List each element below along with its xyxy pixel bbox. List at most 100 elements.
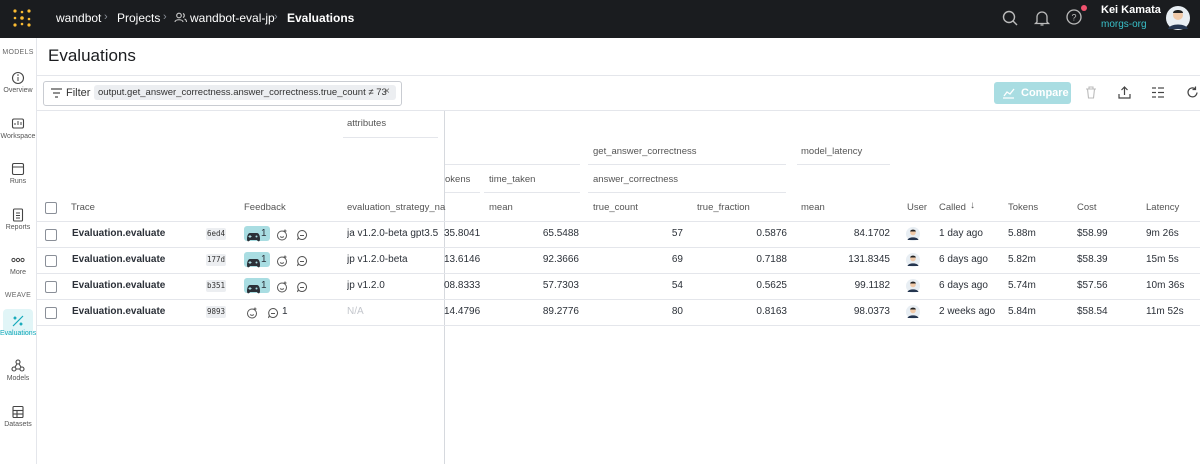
tokens: 5.74m — [1008, 280, 1036, 291]
tokens-mean: 13.6146 — [444, 254, 481, 265]
row-border — [37, 273, 1200, 274]
column-header[interactable]: Called — [939, 202, 966, 213]
checkbox[interactable] — [45, 229, 57, 241]
trace-name[interactable]: Evaluation.evaluate — [72, 254, 166, 265]
sort-arrow[interactable]: ↓ — [970, 200, 975, 211]
help-icon[interactable]: ? — [1065, 5, 1089, 27]
true-fraction: 0.5876 — [756, 228, 787, 239]
group-header[interactable]: time_taken — [489, 174, 536, 185]
user-org[interactable]: morgs-org — [1101, 19, 1147, 30]
filter-chip-remove[interactable]: × — [384, 86, 390, 97]
separator: › — [163, 11, 167, 23]
sidebar-item[interactable]: Workspace — [0, 132, 36, 140]
group-line — [588, 164, 786, 165]
checkbox[interactable] — [45, 202, 57, 214]
checkbox[interactable] — [45, 255, 57, 267]
trace-name[interactable]: Evaluation.evaluate — [72, 280, 166, 291]
svg-text:?: ? — [1071, 13, 1076, 23]
column-header[interactable]: Tokens — [1008, 202, 1039, 213]
group-header[interactable]: attributes — [347, 118, 387, 129]
sidebar-item[interactable]: Overview — [3, 87, 33, 94]
active-highlight[interactable] — [3, 308, 33, 335]
delete-icon[interactable] — [1085, 86, 1097, 99]
group-header[interactable]: answer_correctness — [593, 174, 679, 185]
latency: 10m 36s — [1146, 280, 1185, 291]
trace-name[interactable]: Evaluation.evaluate — [72, 228, 166, 239]
group-header[interactable]: model_latency — [801, 146, 863, 157]
group-header[interactable]: get_answer_correctness — [593, 146, 697, 157]
filter-box[interactable] — [43, 81, 402, 106]
column-header[interactable]: Cost — [1077, 202, 1097, 213]
user-avatar[interactable] — [906, 253, 920, 272]
columns-icon[interactable] — [1152, 87, 1164, 98]
called: 1 day ago — [939, 228, 983, 239]
add-reaction[interactable] — [246, 306, 258, 324]
filter-chip[interactable] — [94, 85, 396, 100]
add-reaction[interactable] — [276, 228, 288, 246]
sidebar-item[interactable]: Evaluations — [0, 329, 37, 337]
export-icon[interactable] — [1118, 86, 1131, 99]
filter-chip-text: output.get_answer_correctness.answer_cor… — [98, 87, 387, 98]
sidebar-icon[interactable] — [11, 253, 25, 267]
user-avatar[interactable] — [906, 305, 920, 324]
time-taken-mean: 89.2776 — [542, 306, 579, 317]
column-header[interactable]: Latency — [1146, 202, 1180, 213]
group-line — [343, 137, 438, 138]
cost: $58.39 — [1077, 254, 1108, 265]
user-avatar[interactable] — [906, 279, 920, 298]
breadcrumb[interactable]: Projects — [117, 11, 161, 25]
comment-button[interactable] — [267, 306, 279, 324]
sidebar-icon[interactable] — [11, 314, 25, 328]
breadcrumb[interactable]: wandbot — [56, 11, 102, 25]
column-header[interactable]: true_fraction — [697, 202, 750, 213]
checkbox[interactable] — [45, 281, 57, 293]
user-avatar[interactable] — [906, 227, 920, 246]
add-reaction[interactable] — [276, 280, 288, 298]
strategy: jp v1.2.0-beta — [347, 254, 408, 265]
column-header[interactable]: mean — [489, 202, 513, 213]
sidebar-item[interactable]: Reports — [5, 223, 31, 231]
strategy: jp v1.2.0 — [347, 280, 385, 291]
sidebar-item[interactable]: Models — [6, 375, 30, 382]
sidebar-icon[interactable] — [11, 405, 25, 419]
column-header[interactable]: User — [907, 202, 928, 213]
sidebar-item[interactable]: Runs — [9, 178, 27, 185]
tokens: 5.88m — [1008, 228, 1036, 239]
separator: › — [274, 11, 278, 23]
user-name[interactable]: Kei Kamata — [1101, 4, 1161, 16]
sidebar-icon[interactable] — [11, 117, 25, 131]
sidebar-item[interactable]: Datasets — [4, 420, 32, 428]
column-header[interactable]: evaluation_strategy_na — [347, 202, 446, 213]
column-header[interactable]: true_count — [593, 202, 638, 213]
comment-button[interactable] — [296, 228, 308, 246]
sidebar-icon[interactable] — [11, 207, 25, 222]
logo[interactable] — [12, 8, 32, 28]
trace-id: 9893 — [206, 307, 226, 316]
checkbox[interactable] — [45, 307, 57, 319]
comment-button[interactable] — [296, 280, 308, 298]
sidebar-icon[interactable] — [11, 71, 25, 85]
latency-mean: 84.1702 — [853, 228, 890, 239]
group-header[interactable]: okens — [445, 174, 471, 185]
avatar[interactable] — [1165, 5, 1191, 31]
sidebar-icon[interactable] — [11, 359, 25, 373]
breadcrumb-current[interactable]: Evaluations — [287, 11, 355, 25]
compare-label: Compare — [1021, 87, 1069, 99]
column-header[interactable]: Trace — [71, 202, 95, 213]
search-icon[interactable] — [1001, 9, 1019, 27]
sidebar-item[interactable]: More — [10, 269, 26, 276]
group-line — [588, 192, 786, 193]
group-line — [797, 164, 890, 165]
reaction-count: 1 — [261, 280, 267, 291]
add-reaction[interactable] — [276, 254, 288, 272]
trace-name[interactable]: Evaluation.evaluate — [72, 306, 166, 317]
comment-button[interactable] — [296, 254, 308, 272]
divider — [37, 75, 1200, 76]
sidebar-icon[interactable] — [11, 162, 25, 176]
breadcrumb[interactable]: wandbot-eval-jp — [190, 11, 275, 25]
refresh-icon[interactable] — [1186, 86, 1199, 99]
notifications-icon[interactable] — [1033, 9, 1051, 27]
column-header[interactable]: mean — [801, 202, 825, 213]
column-header[interactable]: Feedback — [244, 202, 286, 213]
trace-id: 6ed4 — [206, 229, 226, 238]
